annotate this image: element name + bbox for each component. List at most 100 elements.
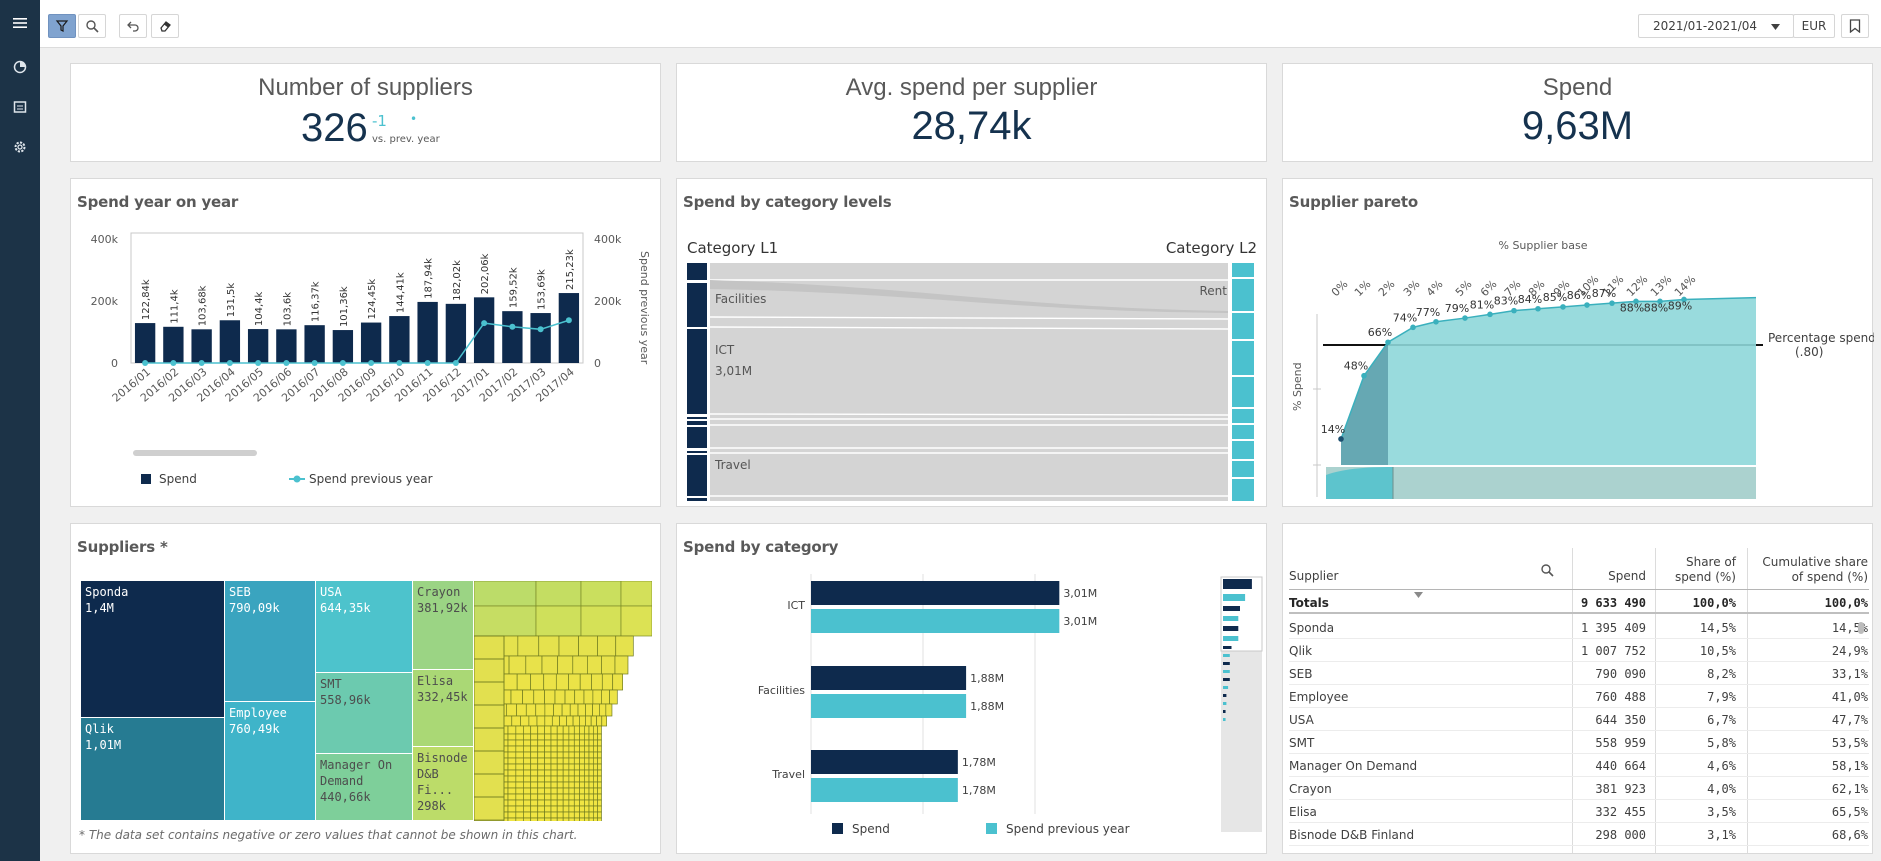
treemap-tile-small[interactable] <box>544 769 552 777</box>
pareto-point[interactable] <box>1584 302 1590 308</box>
treemap-tile-small[interactable] <box>507 733 517 741</box>
treemap-tile-small[interactable] <box>556 751 564 759</box>
table-row[interactable]: Employee 760 488 7,9% 41,0% <box>1289 685 1869 708</box>
chart-scrollbar[interactable] <box>133 450 257 456</box>
treemap-tile-small[interactable] <box>517 635 540 657</box>
treemap-tile-small[interactable] <box>587 655 602 675</box>
treemap-tile-small[interactable] <box>507 799 517 807</box>
treemap-tile-small[interactable] <box>556 763 564 771</box>
treemap-tile-small[interactable] <box>535 581 582 607</box>
bar-spend[interactable] <box>558 293 580 363</box>
treemap-tile-small[interactable] <box>584 781 590 789</box>
suppliers-treemap-chart[interactable]: Suppliers * Sponda 1,4M Qlik 1,01M SEB 790,… <box>70 523 661 854</box>
treemap-tile-small[interactable] <box>550 757 558 765</box>
treemap-tile-small[interactable] <box>507 811 517 819</box>
treemap-tile-small[interactable] <box>592 775 598 783</box>
spend-by-category-levels-chart[interactable]: Spend by category levels Category L1 Cat… <box>676 178 1267 507</box>
treemap-tile-small[interactable] <box>588 793 594 801</box>
treemap-tile-small[interactable] <box>523 781 532 789</box>
treemap-tile-small[interactable] <box>507 745 517 753</box>
treemap-tile-small[interactable] <box>507 817 517 821</box>
treemap-tile-small[interactable] <box>550 739 558 747</box>
treemap-tile-small[interactable] <box>588 763 594 771</box>
treemap-tile-small[interactable] <box>572 655 588 675</box>
treemap-tile-small[interactable] <box>620 605 652 637</box>
treemap-tile-small[interactable] <box>507 769 517 777</box>
suppliers-spend-table[interactable]: Supplier Spend Share of spend (%) Cumulat… <box>1282 523 1873 854</box>
treemap-tile-small[interactable] <box>592 745 598 753</box>
treemap-tile-small[interactable] <box>564 689 576 705</box>
treemap-tile-small[interactable] <box>562 763 570 771</box>
treemap-tile-small[interactable] <box>577 703 586 717</box>
treemap-tile-small[interactable] <box>515 781 524 789</box>
treemap-tile-small[interactable] <box>550 811 558 819</box>
treemap-tile-small[interactable] <box>592 725 598 735</box>
treemap-tile-small[interactable] <box>544 799 552 807</box>
treemap-tile-small[interactable] <box>550 769 558 777</box>
treemap-tile-small[interactable] <box>597 763 602 771</box>
back-step-button[interactable] <box>119 14 147 38</box>
table-row[interactable]: Elisa 332 455 3,5% 65,5% <box>1289 800 1869 823</box>
treemap-tile-small[interactable] <box>579 793 585 801</box>
dashboard-icon[interactable] <box>8 55 32 79</box>
treemap-tile-small[interactable] <box>530 787 539 795</box>
treemap-tile-small[interactable] <box>515 763 524 771</box>
treemap-tile-small[interactable] <box>533 689 545 705</box>
point-spend-previous-year[interactable] <box>565 317 572 324</box>
bar-spend[interactable] <box>219 320 241 363</box>
point-spend-previous-year[interactable] <box>226 360 233 366</box>
treemap-tile-small[interactable] <box>588 733 594 741</box>
treemap-tile-small[interactable] <box>588 769 594 777</box>
treemap-tile-small[interactable] <box>550 745 558 753</box>
bar-spend[interactable] <box>163 326 184 363</box>
currency-button[interactable]: EUR <box>1793 14 1835 38</box>
treemap-tile-small[interactable] <box>523 725 532 735</box>
treemap-tile-small[interactable] <box>592 703 600 717</box>
treemap-tile-small[interactable] <box>579 739 585 747</box>
treemap-tile-small[interactable] <box>544 725 552 735</box>
treemap-tile-small[interactable] <box>584 733 590 741</box>
treemap-tile-small[interactable] <box>601 655 616 675</box>
treemap-tile-small[interactable] <box>584 745 590 753</box>
table-row[interactable]: Manager On Demand 440 664 4,6% 58,1% <box>1289 754 1869 777</box>
treemap-tile-small[interactable] <box>562 725 570 735</box>
table-row[interactable]: SEB 790 090 8,2% 33,1% <box>1289 662 1869 685</box>
treemap-tile-small[interactable] <box>535 703 546 717</box>
treemap-tile-small[interactable] <box>544 689 556 705</box>
treemap-tile-small[interactable] <box>562 781 570 789</box>
treemap-tile-small[interactable] <box>537 733 545 741</box>
treemap-tile-small[interactable] <box>537 725 545 735</box>
bar-spend[interactable] <box>276 329 297 363</box>
treemap-tile-small[interactable] <box>592 757 598 765</box>
treemap-tile-small[interactable] <box>550 805 558 813</box>
treemap-tile-small[interactable] <box>530 751 539 759</box>
table-row[interactable]: SMT 558 959 5,8% 53,5% <box>1289 731 1869 754</box>
treemap-tile-small[interactable] <box>537 781 545 789</box>
treemap-tile-small[interactable] <box>584 769 590 777</box>
treemap-tile-small[interactable] <box>530 673 545 691</box>
treemap-tile-small[interactable] <box>592 739 598 747</box>
pareto-point[interactable] <box>1433 318 1439 325</box>
bar-spend[interactable] <box>811 750 958 774</box>
treemap-tile-small[interactable] <box>584 817 590 821</box>
supplier-cell[interactable]: Bisnode D&B Finland <box>1289 828 1415 842</box>
treemap-tile-small[interactable] <box>561 703 571 717</box>
treemap-tile-small[interactable] <box>515 725 524 735</box>
treemap-tile-small[interactable] <box>592 817 598 821</box>
treemap-tile-small[interactable] <box>597 739 602 747</box>
treemap-tile-small[interactable] <box>573 739 580 747</box>
point-spend-previous-year[interactable] <box>339 360 346 366</box>
treemap-tile-small[interactable] <box>588 775 594 783</box>
treemap-tile-small[interactable] <box>573 757 580 765</box>
treemap-tile-small[interactable] <box>568 781 575 789</box>
settings-gear-icon[interactable] <box>8 135 32 159</box>
treemap-tile-small[interactable] <box>556 805 564 813</box>
treemap-tile-small[interactable] <box>588 725 594 735</box>
treemap-tile-small[interactable] <box>515 739 524 747</box>
treemap-tile-small[interactable] <box>523 799 532 807</box>
treemap-tile-small[interactable] <box>566 715 574 727</box>
treemap-tile-small[interactable] <box>614 655 629 675</box>
treemap-tile-small[interactable] <box>605 703 613 717</box>
treemap-tile-small[interactable] <box>530 739 539 747</box>
treemap-tile-small[interactable] <box>562 793 570 801</box>
